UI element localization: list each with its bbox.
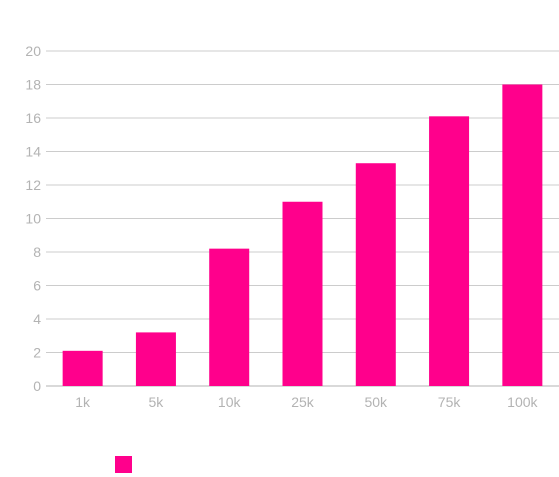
y-tick-label: 16 (25, 110, 41, 126)
y-tick-label: 8 (33, 244, 41, 260)
bar-1k (62, 350, 103, 386)
bar-5k (135, 332, 176, 386)
x-tick-label: 10k (218, 394, 242, 410)
bar-10k (209, 248, 250, 386)
x-tick-label: 5k (149, 394, 165, 410)
y-tick-label: 10 (25, 211, 41, 227)
y-tick-label: 6 (33, 278, 41, 294)
y-tick-label: 0 (33, 378, 41, 394)
bar-25k (282, 201, 323, 386)
y-tick-label: 20 (25, 43, 41, 59)
x-tick-label: 75k (438, 394, 462, 410)
bar-50k (355, 163, 396, 386)
y-tick-label: 18 (25, 77, 41, 93)
y-tick-label: 12 (25, 177, 41, 193)
bar-75k (429, 116, 470, 386)
x-tick-label: 25k (291, 394, 315, 410)
y-tick-label: 14 (25, 144, 41, 160)
x-axis-ticks: 1k 5k 10k 25k 50k 75k 100k (75, 394, 538, 410)
y-tick-label: 4 (33, 311, 41, 327)
bar-100k (502, 84, 543, 386)
x-tick-label: 100k (507, 394, 538, 410)
legend-swatch (115, 456, 132, 473)
y-axis-ticks: 0 2 4 6 8 10 12 14 16 18 20 (25, 43, 41, 394)
y-tick-label: 2 (33, 345, 41, 361)
x-tick-label: 1k (75, 394, 91, 410)
x-tick-label: 50k (364, 394, 388, 410)
bars (62, 84, 543, 386)
